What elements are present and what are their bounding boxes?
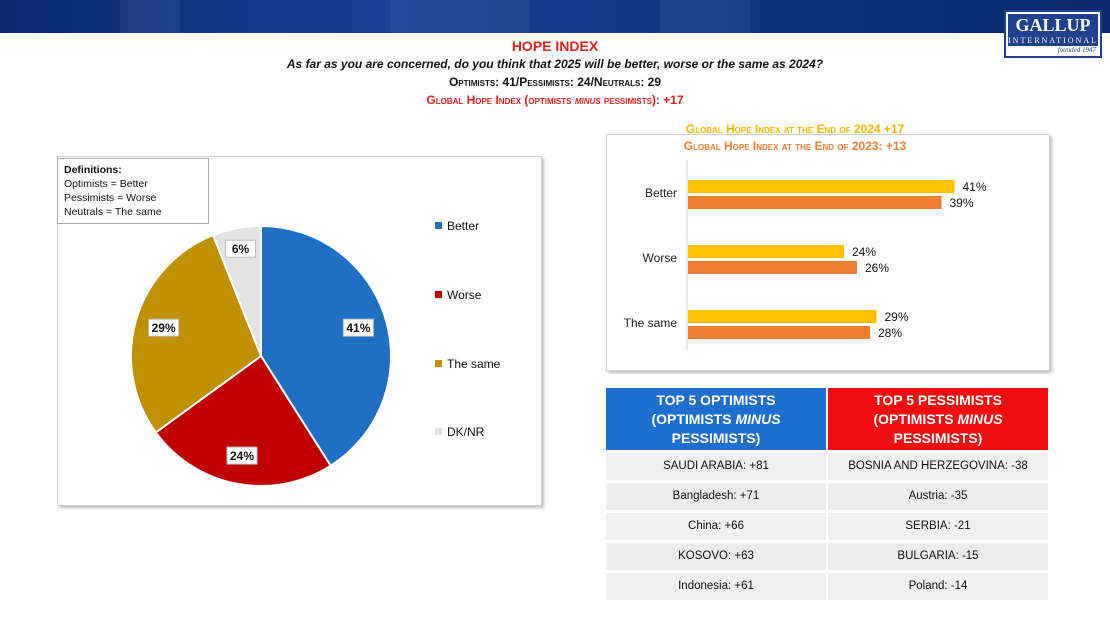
table-row: BULGARIA: -15 bbox=[828, 543, 1048, 570]
bar-data-label: 24% bbox=[852, 245, 876, 259]
top-optimists-table: TOP 5 OPTIMISTS (OPTIMISTS MINUS PESSIMI… bbox=[606, 388, 826, 600]
header-text: (OPTIMISTS bbox=[873, 410, 958, 427]
table-row: Bangladesh: +71 bbox=[606, 483, 826, 510]
header-line: PESSIMISTS) bbox=[893, 429, 983, 446]
gallup-international-logo: GALLUP INTERNATIONAL founded 1947 bbox=[1004, 10, 1102, 58]
pie-label-box bbox=[342, 318, 374, 337]
index-2024-subtitle: Global Hope Index at the End of 2024 +17 bbox=[685, 122, 905, 136]
table-row: BOSNIA AND HERZEGOVINA: -38 bbox=[828, 453, 1048, 480]
top-optimists-header: TOP 5 OPTIMISTS (OPTIMISTS MINUS PESSIMI… bbox=[606, 388, 826, 450]
pie-slice-worse bbox=[154, 354, 333, 487]
bar-data-label: 41% bbox=[963, 180, 987, 194]
table-row: Austria: -35 bbox=[828, 483, 1048, 510]
legend-label: Worse bbox=[447, 288, 482, 302]
bar-2024-better bbox=[688, 180, 955, 193]
logo-founded: founded 1947 bbox=[1057, 46, 1096, 54]
banner-decoration bbox=[390, 0, 530, 33]
pie-slice-the-same bbox=[130, 233, 263, 434]
bar-chart-panel bbox=[606, 134, 1050, 371]
index-suffix: pessimists): +17 bbox=[600, 93, 684, 107]
legend-swatch bbox=[435, 222, 442, 229]
pie-data-label: 6% bbox=[232, 242, 250, 256]
definition-neutrals: Neutrals = The same bbox=[64, 206, 162, 218]
bar-data-label: 26% bbox=[865, 261, 889, 275]
definition-pessimists: Pessimists = Worse bbox=[64, 192, 157, 204]
table-row: SERBIA: -21 bbox=[828, 513, 1048, 540]
legend-item-better: Better bbox=[435, 219, 479, 233]
pie-slice-dk-nr bbox=[211, 224, 262, 357]
definition-optimists: Optimists = Better bbox=[64, 178, 148, 190]
top-pessimists-header: TOP 5 PESSIMISTS (OPTIMISTS MINUS PESSIM… bbox=[828, 388, 1048, 450]
table-row: China: +66 bbox=[606, 513, 826, 540]
bar-2023-worse bbox=[688, 261, 857, 274]
index-prefix: Global Hope Index (optimists bbox=[426, 93, 575, 107]
pie-label-box bbox=[226, 446, 258, 465]
bar-category-label: The same bbox=[624, 316, 678, 330]
header-text: (OPTIMISTS bbox=[651, 410, 736, 427]
table-row: Indonesia: +61 bbox=[606, 573, 826, 600]
header-line: TOP 5 PESSIMISTS bbox=[874, 391, 1002, 408]
legend-swatch bbox=[435, 360, 442, 367]
bar-2023-better bbox=[688, 196, 942, 209]
legend-swatch bbox=[435, 291, 442, 298]
banner-decoration bbox=[120, 0, 180, 33]
logo-name: GALLUP bbox=[1008, 14, 1098, 36]
legend-label: Better bbox=[447, 219, 480, 233]
banner-decoration bbox=[660, 0, 750, 33]
legend-label: The same bbox=[447, 357, 501, 371]
legend-item-worse: Worse bbox=[435, 288, 481, 302]
bar-2023-the-same bbox=[688, 326, 870, 339]
bar-data-label: 29% bbox=[885, 310, 909, 324]
global-hope-index-line: Global Hope Index (optimists minus pessi… bbox=[0, 93, 1110, 107]
table-row: Poland: -14 bbox=[828, 573, 1048, 600]
header-italic: MINUS bbox=[957, 410, 1003, 427]
header-line: (OPTIMISTS MINUS bbox=[606, 410, 826, 429]
pie-label-box bbox=[148, 318, 180, 337]
pie-data-label: 41% bbox=[346, 321, 370, 335]
logo-sub: INTERNATIONAL bbox=[1008, 36, 1098, 46]
header-line: TOP 5 OPTIMISTS bbox=[656, 391, 776, 408]
bar-category-label: Worse bbox=[643, 251, 678, 265]
index-italic: minus bbox=[574, 93, 601, 107]
page-title: HOPE INDEX bbox=[511, 38, 599, 54]
header-line: PESSIMISTS) bbox=[671, 429, 761, 446]
header-line: (OPTIMISTS MINUS bbox=[828, 410, 1048, 429]
bar-2024-the-same bbox=[688, 310, 877, 323]
top-banner bbox=[0, 0, 1110, 33]
pie-label-box bbox=[225, 239, 257, 258]
definitions-box: Definitions: Optimists = Better Pessimis… bbox=[57, 158, 209, 224]
legend-label: DK/NR bbox=[447, 425, 485, 439]
definitions-title: Definitions: bbox=[64, 164, 122, 176]
legend-item-dknr: DK/NR bbox=[435, 425, 484, 439]
bar-data-label: 39% bbox=[950, 196, 974, 210]
survey-question: As far as you are concerned, do you thin… bbox=[286, 57, 824, 71]
table-row: KOSOVO: +63 bbox=[606, 543, 826, 570]
legend-swatch bbox=[435, 428, 442, 435]
counts-line: Optimists: 41/Pessimists: 24/Neutrals: 2… bbox=[448, 75, 662, 89]
table-row: SAUDI ARABIA: +81 bbox=[606, 453, 826, 480]
bar-data-label: 28% bbox=[878, 326, 902, 340]
pie-data-label: 24% bbox=[230, 449, 254, 463]
header-italic: MINUS bbox=[735, 410, 781, 427]
legend-item-same: The same bbox=[435, 357, 500, 371]
top-pessimists-table: TOP 5 PESSIMISTS (OPTIMISTS MINUS PESSIM… bbox=[828, 388, 1048, 600]
bar-category-label: Better bbox=[645, 186, 677, 200]
pie-data-label: 29% bbox=[152, 321, 176, 335]
index-2023-subtitle: Global Hope Index at the End of 2023: +1… bbox=[683, 139, 907, 153]
bar-2024-worse bbox=[688, 245, 844, 258]
